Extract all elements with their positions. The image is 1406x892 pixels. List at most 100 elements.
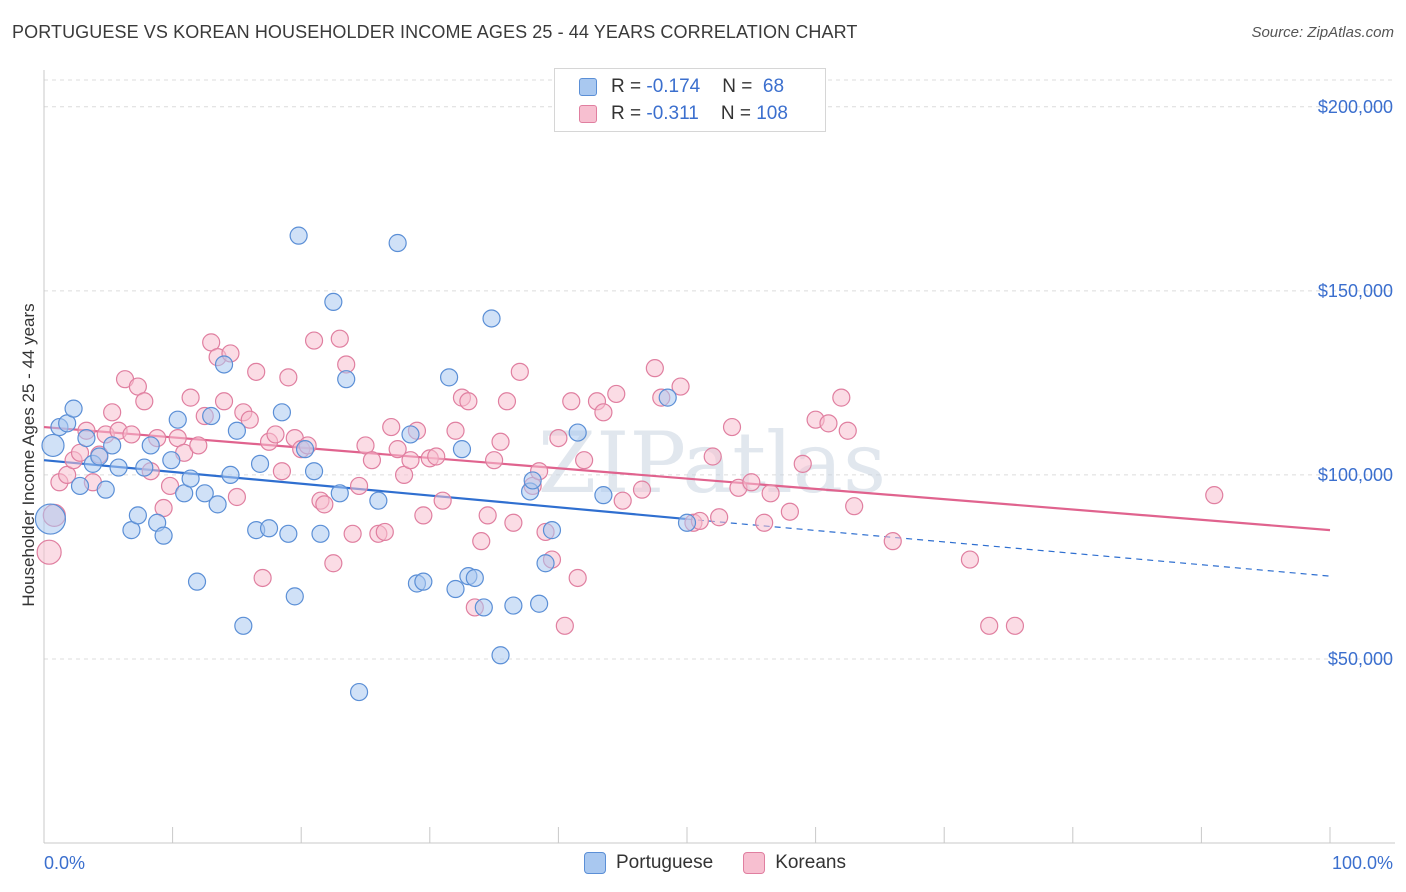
- korean-point: [613, 491, 632, 510]
- gridlines: [44, 79, 1395, 660]
- legend-item-portuguese[interactable]: Portuguese: [584, 852, 713, 874]
- portuguese-point: [128, 506, 147, 525]
- portuguese-point: [324, 292, 343, 311]
- korean-point: [214, 392, 234, 411]
- korean-point: [568, 568, 587, 588]
- korean-point: [793, 454, 812, 473]
- korean-point: [253, 568, 272, 588]
- portuguese-point: [90, 447, 109, 466]
- portuguese-point: [135, 458, 154, 477]
- korean-point: [960, 550, 980, 569]
- korean-point: [349, 476, 369, 496]
- korean-point: [504, 513, 523, 532]
- portuguese-point: [234, 616, 253, 635]
- portuguese-point: [594, 486, 613, 505]
- korean-point: [722, 417, 742, 437]
- korean-point: [549, 428, 568, 448]
- axes: [43, 70, 1395, 844]
- korean-point: [491, 432, 510, 451]
- portuguese-point: [77, 428, 96, 448]
- korean-point: [562, 392, 581, 411]
- korean-point: [266, 425, 285, 444]
- portuguese-point: [446, 579, 465, 599]
- r-value: -0.311: [646, 103, 699, 124]
- korean-point: [304, 331, 324, 350]
- stats-legend: R = -0.174 N = 68 R = -0.311 N = 108: [554, 68, 826, 132]
- korean-point: [555, 616, 574, 635]
- r-label: R =: [611, 76, 647, 97]
- korean-point: [240, 410, 259, 429]
- korean-point: [832, 388, 851, 407]
- portuguese-point: [482, 309, 501, 328]
- portuguese-point: [70, 476, 90, 496]
- korean-point: [189, 436, 208, 455]
- portuguese-point: [414, 572, 433, 591]
- korean-point: [594, 403, 613, 422]
- korean-point: [122, 425, 141, 444]
- tick-labels: $50,000 $100,000 $150,000 $200,000 0.0% 100.0…: [44, 97, 1393, 873]
- korean-point: [742, 473, 761, 492]
- korean-point: [607, 384, 626, 404]
- korean-point: [427, 447, 446, 466]
- portuguese-trend-extension: [686, 518, 1331, 577]
- x-tick-label: 0.0%: [44, 853, 85, 873]
- korean-point: [401, 451, 420, 470]
- portuguese-point: [491, 646, 510, 665]
- portuguese-point: [202, 406, 221, 426]
- korean-point: [446, 421, 465, 440]
- korean-point: [330, 329, 349, 348]
- portuguese-point: [279, 524, 298, 543]
- n-label: N =: [720, 103, 757, 124]
- korean-point: [279, 368, 298, 387]
- korean-point: [1205, 486, 1224, 505]
- y-tick-label: $50,000: [1328, 649, 1393, 669]
- portuguese-point: [369, 491, 388, 510]
- portuguese-point: [181, 469, 200, 488]
- legend-item-koreans[interactable]: Koreans: [743, 852, 846, 874]
- portuguese-point: [658, 388, 677, 407]
- korean-point: [160, 476, 180, 496]
- korean-point: [980, 616, 999, 635]
- data-points: [34, 226, 1224, 702]
- portuguese-point: [568, 423, 587, 442]
- portuguese-point: [474, 598, 493, 617]
- portuguese-point: [337, 370, 356, 389]
- korean-point: [433, 491, 452, 510]
- portuguese-point: [221, 465, 240, 485]
- legend-row-portuguese: R = -0.174 N = 68: [579, 75, 784, 99]
- korean-point: [36, 539, 62, 565]
- legend-label-koreans: Koreans: [775, 852, 846, 873]
- portuguese-point: [195, 484, 214, 503]
- y-axis-label: Householder Income Ages 25 - 44 years: [19, 303, 38, 606]
- portuguese-point: [542, 521, 562, 540]
- n-value: 108: [756, 103, 788, 124]
- korean-point: [485, 451, 504, 470]
- portuguese-point: [187, 572, 207, 591]
- portuguese-point: [168, 410, 187, 429]
- r-value: -0.174: [646, 76, 701, 97]
- korean-point: [343, 524, 362, 543]
- korean-trend-line: [43, 425, 1331, 532]
- portuguese-point: [259, 519, 279, 538]
- korean-point: [478, 506, 497, 525]
- korean-point: [883, 532, 902, 551]
- portuguese-point: [289, 226, 308, 245]
- portuguese-point: [103, 436, 122, 455]
- legend-row-koreans: R = -0.311 N = 108: [579, 102, 788, 126]
- x-tick-label: 100.0%: [1332, 853, 1393, 873]
- n-value: 68: [757, 76, 785, 97]
- korean-point: [315, 495, 334, 514]
- portuguese-point: [401, 425, 420, 444]
- korean-point: [181, 388, 200, 407]
- portuguese-point: [523, 471, 542, 490]
- portuguese-point: [388, 233, 407, 253]
- y-tick-label: $150,000: [1318, 281, 1393, 301]
- korean-point: [247, 362, 266, 381]
- portuguese-point: [439, 368, 459, 387]
- korean-point: [845, 497, 864, 516]
- portuguese-point: [295, 440, 315, 459]
- portuguese-point: [304, 462, 324, 481]
- korean-point: [459, 392, 478, 411]
- portuguese-point: [34, 503, 67, 535]
- portuguese-point: [208, 495, 227, 514]
